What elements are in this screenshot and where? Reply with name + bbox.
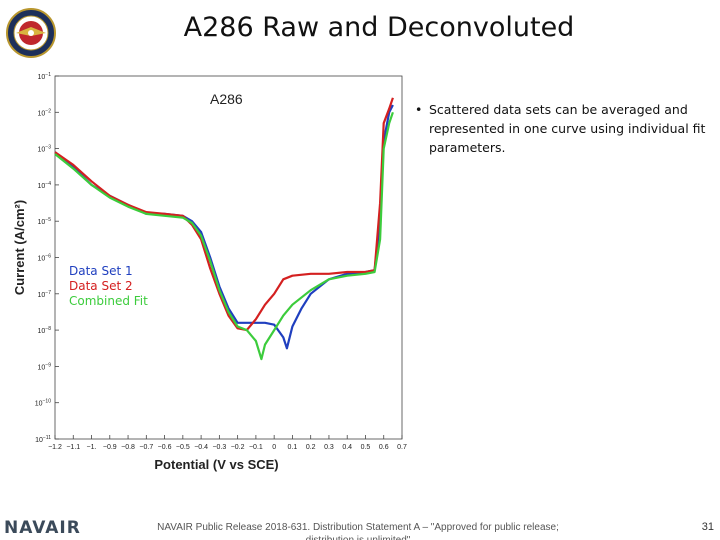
series-line-data-set-1 <box>54 104 394 350</box>
polarization-chart: 10−1 10−2 10−3 10−4 10−5 10−6 10−7 10−8 10−9 10−1… <box>12 72 407 472</box>
x-tick-label: 0.7 <box>397 444 407 451</box>
x-tick-label: −1. <box>87 444 97 451</box>
y-tick-label: 10−7 <box>38 290 52 299</box>
bullet-dot-icon: • <box>415 102 423 117</box>
footer-distribution-statement: NAVAIR Public Release 2018-631. Distribu… <box>157 522 559 540</box>
y-tick-label: 10−8 <box>38 326 52 335</box>
x-tick-label: −0.7 <box>139 444 153 451</box>
x-tick-label: 0.1 <box>288 444 298 451</box>
y-tick-label: 10−1 <box>38 72 52 81</box>
y-tick-label: 10−4 <box>38 181 52 190</box>
x-tick-label: −0.6 <box>158 444 172 451</box>
y-tick-label: 10−5 <box>38 217 52 226</box>
y-tick-label: 10−9 <box>38 362 52 371</box>
x-tick-label: −0.1 <box>249 444 263 451</box>
y-tick-label: 10−11 <box>35 435 51 444</box>
y-tick-label: 10−6 <box>38 254 52 263</box>
bullet-text: Scattered data sets can be averaged and … <box>429 102 706 155</box>
navair-brand-logo: NAVAIR <box>4 518 81 538</box>
navy-seal-logo <box>6 8 56 58</box>
x-tick-label: −1.1 <box>66 444 80 451</box>
series-line-combined-fit <box>54 111 394 361</box>
x-tick-label: 0 <box>272 444 276 451</box>
x-tick-label: −1.2 <box>48 444 62 451</box>
x-tick-label: 0.4 <box>342 444 352 451</box>
page-number: 31 <box>701 521 714 533</box>
x-tick-label: −0.8 <box>121 444 135 451</box>
x-tick-label: −0.4 <box>194 444 208 451</box>
x-tick-label: 0.5 <box>361 444 371 451</box>
x-axis-label: Potential (V vs SCE) <box>154 457 278 472</box>
y-tick-label: 10−3 <box>38 145 52 154</box>
x-tick-label: −0.5 <box>176 444 190 451</box>
x-tick-label: −0.9 <box>103 444 117 451</box>
legend-entry: Data Set 1 <box>69 264 133 278</box>
slide-title: A286 Raw and Deconvoluted <box>183 12 575 43</box>
legend-entry: Combined Fit <box>69 294 148 308</box>
x-tick-label: −0.3 <box>212 444 226 451</box>
legend-entry: Data Set 2 <box>69 279 133 293</box>
y-tick-label: 10−10 <box>35 399 51 408</box>
x-tick-label: 0.6 <box>379 444 389 451</box>
plot-frame <box>54 75 403 440</box>
y-tick-label: 10−2 <box>38 108 52 117</box>
chart-title: A286 <box>210 91 243 107</box>
x-tick-label: −0.2 <box>231 444 245 451</box>
bullet-point: • Scattered data sets can be averaged an… <box>415 100 710 157</box>
x-tick-label: 0.3 <box>324 444 334 451</box>
x-tick-label: 0.2 <box>306 444 316 451</box>
y-axis-label: Current (A/cm²) <box>12 200 27 295</box>
